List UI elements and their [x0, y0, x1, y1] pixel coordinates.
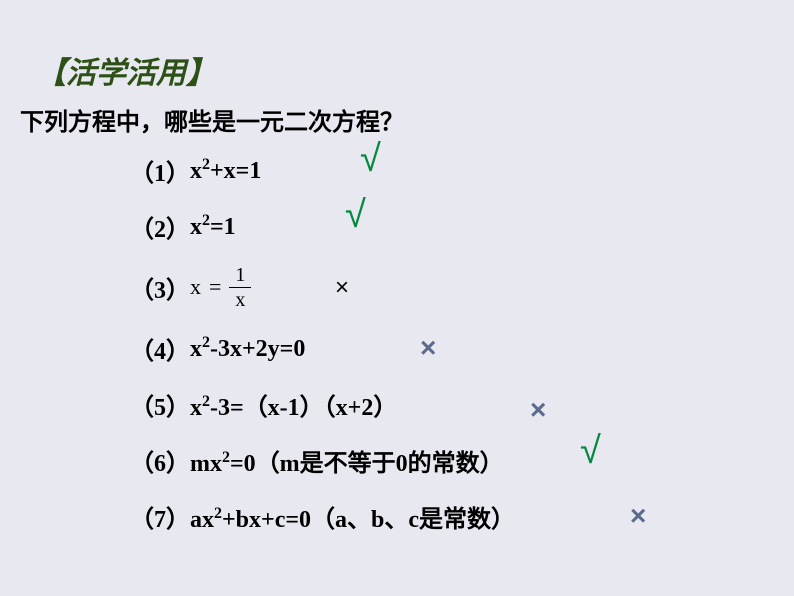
- equation-item-1: （1） x2+x=1 √: [130, 150, 515, 190]
- equation-text: x2-3x+2y=0: [190, 334, 305, 363]
- equation-text: ax2+bx+c=0（a、b、c是常数）: [190, 499, 515, 534]
- equation-item-3: （3） x = 1 x ×: [130, 262, 515, 312]
- fraction-numerator: 1: [229, 265, 251, 288]
- fraction: 1 x: [229, 265, 251, 310]
- item-number: （5）: [130, 387, 190, 422]
- equation-text: x = 1 x: [190, 265, 251, 310]
- equation-item-2: （2） x2=1 √: [130, 206, 515, 246]
- item-number: （2）: [130, 209, 190, 244]
- fraction-denominator: x: [229, 288, 251, 310]
- item-number: （4）: [130, 331, 190, 366]
- equation-item-4: （4） x2-3x+2y=0 ×: [130, 328, 515, 368]
- item-number: （1）: [130, 153, 190, 188]
- item-number: （7）: [130, 499, 190, 534]
- cross-icon: ×: [630, 500, 646, 532]
- equation-var: x: [190, 274, 201, 300]
- question-text: 下列方程中，哪些是一元二次方程？: [20, 102, 404, 137]
- equation-text: x2+x=1: [190, 156, 261, 185]
- cross-icon: ×: [530, 394, 546, 426]
- item-number: （3）: [130, 270, 190, 305]
- item-number: （6）: [130, 443, 190, 478]
- equation-text: mx2=0（m是不等于0的常数）: [190, 443, 504, 478]
- check-icon: √: [360, 138, 381, 181]
- section-header: 【活学活用】: [36, 48, 216, 92]
- equation-item-7: （7） ax2+bx+c=0（a、b、c是常数） ×: [130, 496, 515, 536]
- equation-list: （1） x2+x=1 √ （2） x2=1 √ （3） x = 1 x × （4…: [130, 150, 515, 552]
- cross-icon: ×: [420, 332, 436, 364]
- equation-item-6: （6） mx2=0（m是不等于0的常数） √: [130, 440, 515, 480]
- equation-equals: =: [209, 274, 221, 300]
- cross-icon: ×: [335, 274, 349, 302]
- check-icon: √: [345, 194, 366, 237]
- equation-text: x2-3=（x-1）（x+2）: [190, 387, 397, 422]
- check-icon: √: [580, 430, 601, 473]
- equation-text: x2=1: [190, 212, 236, 241]
- equation-item-5: （5） x2-3=（x-1）（x+2） ×: [130, 384, 515, 424]
